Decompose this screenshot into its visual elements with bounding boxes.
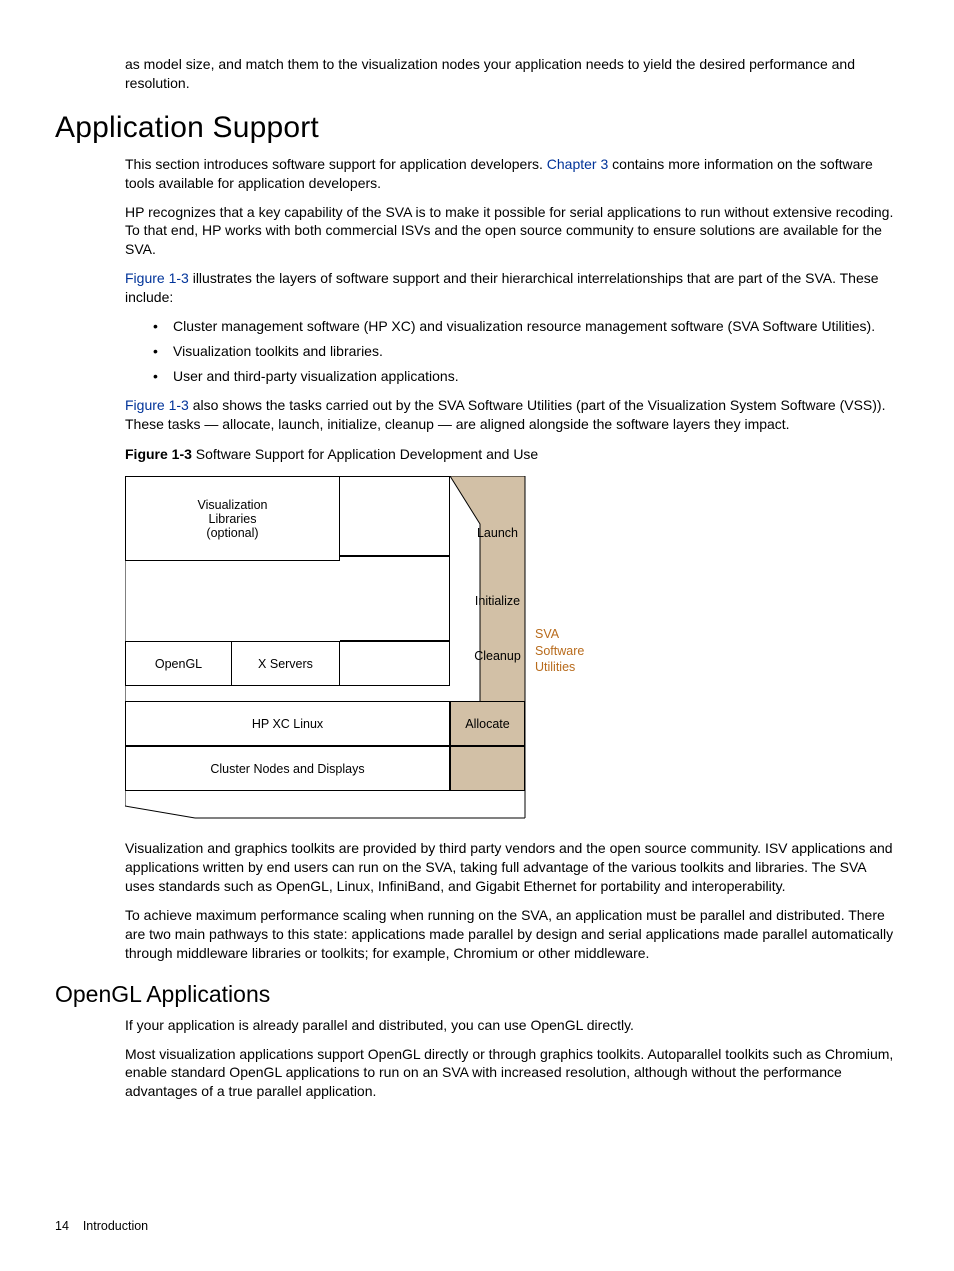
list-item: Cluster management software (HP XC) and … — [155, 317, 899, 336]
intro-paragraph: as model size, and match them to the vis… — [125, 55, 899, 93]
label-initialize: Initialize — [470, 594, 525, 608]
box-cluster-nodes: Cluster Nodes and Displays — [125, 746, 450, 791]
page-footer: 14 Introduction — [55, 1219, 148, 1233]
box-allocate: Allocate — [450, 701, 525, 746]
paragraph: Most visualization applications support … — [125, 1045, 899, 1102]
paragraph: HP recognizes that a key capability of t… — [125, 203, 899, 260]
figure-caption: Figure 1-3 Software Support for Applicat… — [125, 445, 899, 464]
figure-1-3-diagram: Applications Visualization Libraries (op… — [125, 476, 615, 821]
paragraph: Figure 1-3 illustrates the layers of sof… — [125, 269, 899, 307]
link-chapter-3[interactable]: Chapter 3 — [547, 156, 608, 172]
heading-opengl-applications: OpenGL Applications — [55, 981, 899, 1008]
paragraph: Visualization and graphics toolkits are … — [125, 839, 899, 896]
paragraph: This section introduces software support… — [125, 155, 899, 193]
heading-application-support: Application Support — [55, 111, 899, 145]
box-blank-1 — [340, 556, 450, 641]
box-blank-2 — [340, 641, 450, 686]
paragraph: To achieve maximum performance scaling w… — [125, 906, 899, 963]
label-cleanup: Cleanup — [470, 649, 525, 663]
box-blank-3 — [450, 746, 525, 791]
box-viz-libraries: Visualization Libraries (optional) — [125, 476, 340, 561]
paragraph: If your application is already parallel … — [125, 1016, 899, 1035]
list-item: Visualization toolkits and libraries. — [155, 342, 899, 361]
label-sva-utilities: SVA Software Utilities — [535, 626, 584, 675]
list-item: User and third-party visualization appli… — [155, 367, 899, 386]
box-xc-linux: HP XC Linux — [125, 701, 450, 746]
box-opengl: OpenGL — [125, 641, 232, 686]
paragraph: Figure 1-3 also shows the tasks carried … — [125, 396, 899, 434]
link-figure-1-3[interactable]: Figure 1-3 — [125, 397, 189, 413]
bullet-list: Cluster management software (HP XC) and … — [155, 317, 899, 386]
link-figure-1-3[interactable]: Figure 1-3 — [125, 270, 189, 286]
label-launch: Launch — [470, 526, 525, 540]
box-xservers: X Servers — [232, 641, 340, 686]
